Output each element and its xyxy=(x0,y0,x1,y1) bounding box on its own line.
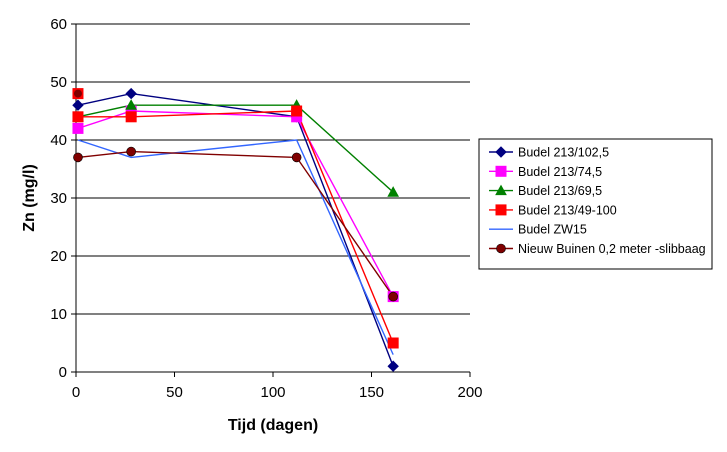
legend-swatch-marker xyxy=(495,165,507,177)
legend: Budel 213/102,5 Budel 213/74,5 Budel 213/6… xyxy=(478,138,713,270)
data-point-2-1 xyxy=(125,99,138,110)
legend-label: Budel 213/102,5 xyxy=(518,146,609,160)
legend-label: Budel 213/49-100 xyxy=(518,203,617,217)
series-line-4 xyxy=(77,139,394,355)
data-point-5-2 xyxy=(291,152,302,163)
legend-box xyxy=(478,138,713,270)
legend-swatch-marker xyxy=(496,243,506,254)
y-tick-label: 50 xyxy=(50,74,67,91)
legend-swatch-marker xyxy=(495,184,507,196)
extra-point-overlay-0 xyxy=(73,89,82,98)
x-tick-label: 0 xyxy=(72,384,80,401)
y-tick-label: 10 xyxy=(50,306,67,323)
y-tick-label: 40 xyxy=(50,132,67,149)
data-point-2-3 xyxy=(387,186,400,197)
data-point-3-3 xyxy=(387,337,399,349)
y-tick-label: 20 xyxy=(50,248,67,265)
series-line-2 xyxy=(77,104,394,193)
data-point-5-0 xyxy=(73,152,83,163)
y-tick-label: 30 xyxy=(50,190,67,207)
data-point-5-3 xyxy=(388,291,398,302)
gridlines xyxy=(71,23,471,377)
data-point-5-1 xyxy=(126,146,136,157)
data-point-3-0 xyxy=(72,111,84,123)
x-tick-label: 50 xyxy=(166,384,183,401)
legend-label: Nieuw Buinen 0,2 meter -slibbaag xyxy=(518,242,706,256)
data-point-0-1 xyxy=(125,87,137,100)
series-line-1 xyxy=(77,110,394,297)
legend-label: Budel ZW15 xyxy=(518,223,587,237)
data-point-0-3 xyxy=(387,360,399,372)
y-tick-labels: 0 10 20 30 40 50 60 xyxy=(50,16,67,381)
x-axis-title: Tijd (dagen) xyxy=(228,417,318,434)
data-point-1-0 xyxy=(72,122,84,134)
x-tick-label: 150 xyxy=(359,384,384,401)
axes xyxy=(75,24,470,373)
legend-swatch-marker xyxy=(495,146,507,158)
data-point-3-2 xyxy=(291,105,303,117)
x-tick-label: 200 xyxy=(457,384,482,401)
y-tick-label: 60 xyxy=(50,16,67,33)
series-line-5 xyxy=(77,150,394,297)
legend-label: Budel 213/69,5 xyxy=(518,184,602,198)
legend-label: Budel 213/74,5 xyxy=(518,165,602,179)
legend-swatch-marker xyxy=(495,204,507,216)
x-tick-label: 100 xyxy=(260,384,285,401)
data-point-0-0 xyxy=(72,99,84,111)
data-point-3-1 xyxy=(125,111,137,123)
x-tick-labels: 0 50 100 150 200 xyxy=(72,384,483,401)
series-markers xyxy=(72,87,400,372)
y-tick-label: 0 xyxy=(59,364,67,381)
y-axis-title: Zn (mg/l) xyxy=(21,164,38,232)
series-lines xyxy=(77,92,394,367)
